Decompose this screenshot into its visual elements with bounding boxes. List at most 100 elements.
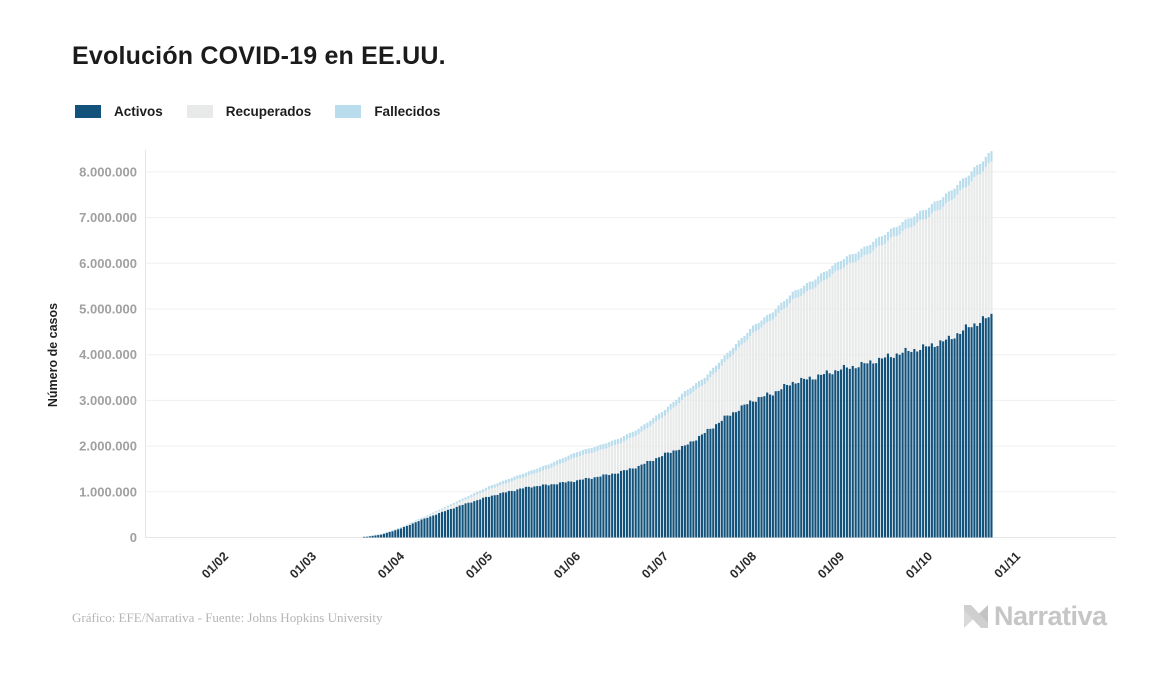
bar-recuperados: [950, 199, 953, 340]
bar-activos: [440, 511, 444, 538]
bar-recuperados: [800, 296, 803, 378]
bar-recuperados: [504, 483, 508, 493]
bar-recuperados: [666, 412, 669, 453]
bar-fallecidos: [845, 256, 848, 265]
bar-fallecidos: [544, 465, 547, 470]
bar-activos: [842, 364, 846, 538]
bar-activos: [377, 535, 380, 538]
bar-recuperados: [695, 389, 698, 441]
bar-recuperados: [774, 316, 777, 392]
bar-recuperados: [649, 426, 652, 461]
bar-activos: [513, 491, 516, 538]
bar-recuperados: [631, 437, 634, 469]
bar-activos: [402, 526, 406, 538]
bar-activos: [959, 333, 962, 538]
bar-activos: [435, 514, 438, 538]
bar-fallecidos: [863, 246, 866, 256]
legend-item-activos: Activos: [75, 104, 163, 119]
bar-fallecidos: [435, 511, 438, 513]
bar-fallecidos: [869, 244, 872, 254]
bar-fallecidos: [760, 320, 763, 328]
bar-activos: [631, 468, 634, 538]
bar-activos: [797, 382, 800, 538]
y-tick-label: 0: [130, 530, 137, 545]
bar-fallecidos: [394, 529, 397, 530]
bar-activos: [831, 374, 834, 538]
bar-recuperados: [831, 273, 834, 375]
bar-activos: [749, 400, 752, 538]
bar-recuperados: [749, 335, 752, 401]
brand-name: Narrativa: [994, 601, 1107, 631]
bar-fallecidos: [953, 188, 956, 199]
bar-fallecidos: [766, 314, 769, 323]
bar-activos: [878, 357, 881, 538]
bar-fallecidos: [470, 494, 473, 498]
bar-fallecidos: [556, 460, 559, 465]
bar-fallecidos: [482, 489, 485, 493]
bar-fallecidos: [751, 325, 755, 333]
bar-activos: [504, 492, 508, 538]
y-tick-label: 7.000.000: [79, 210, 137, 225]
bar-activos: [608, 474, 611, 538]
bar-fallecidos: [658, 413, 661, 420]
bar-recuperados: [417, 519, 420, 522]
bar-activos: [689, 441, 692, 538]
bar-activos: [734, 412, 738, 538]
bar-recuperados: [734, 350, 738, 413]
bar-recuperados: [524, 476, 527, 487]
bar-fallecidos: [479, 490, 482, 494]
bar-recuperados: [720, 365, 723, 421]
bar-fallecidos: [461, 498, 464, 501]
bar-activos: [455, 506, 458, 538]
bar-recuperados: [910, 227, 913, 352]
bar-fallecidos: [646, 422, 649, 429]
bar-fallecidos: [686, 389, 689, 396]
bar-fallecidos: [590, 447, 593, 453]
bar-fallecidos: [939, 199, 942, 210]
bar-fallecidos: [979, 163, 982, 174]
bar-activos: [544, 484, 547, 538]
bar-activos: [825, 370, 828, 538]
bar-activos: [374, 535, 377, 538]
bar-fallecidos: [655, 415, 658, 422]
bar-recuperados: [930, 213, 933, 344]
bar-fallecidos: [689, 388, 692, 395]
bar-fallecidos: [619, 437, 623, 444]
bar-recuperados: [880, 245, 884, 359]
bar-recuperados: [678, 403, 681, 450]
bar-recuperados: [616, 444, 620, 474]
bar-activos: [646, 460, 649, 538]
bar-activos: [590, 478, 593, 538]
bar-fallecidos: [527, 471, 530, 476]
bar-fallecidos: [504, 479, 508, 484]
bar-activos: [640, 464, 643, 538]
bar-fallecidos: [715, 365, 718, 373]
bar-recuperados: [878, 245, 881, 358]
bar-recuperados: [536, 472, 539, 487]
bar-activos: [808, 376, 811, 538]
bar-activos: [898, 354, 901, 538]
bar-activos: [913, 348, 916, 538]
bar-activos: [712, 428, 715, 538]
bar-recuperados: [672, 407, 675, 451]
bar-activos: [904, 347, 907, 538]
bar-recuperados: [825, 279, 828, 371]
bar-fallecidos: [683, 391, 686, 398]
bar-recuperados: [640, 431, 643, 465]
bar-fallecidos: [706, 374, 709, 381]
bar-recuperados: [760, 327, 763, 397]
bar-recuperados: [573, 457, 576, 483]
bar-fallecidos: [717, 362, 721, 370]
bar-recuperados: [452, 504, 455, 509]
bar-fallecidos: [596, 445, 599, 451]
bar-recuperados: [527, 475, 530, 487]
bar-recuperados: [763, 324, 766, 397]
bar-fallecidos: [990, 151, 993, 162]
bar-recuperados: [916, 222, 919, 352]
bar-activos: [956, 333, 959, 538]
bar-fallecidos: [780, 302, 783, 311]
bar-fallecidos: [371, 535, 374, 536]
bar-recuperados: [547, 468, 550, 486]
bar-fallecidos: [611, 440, 614, 446]
bar-fallecidos: [502, 480, 505, 485]
